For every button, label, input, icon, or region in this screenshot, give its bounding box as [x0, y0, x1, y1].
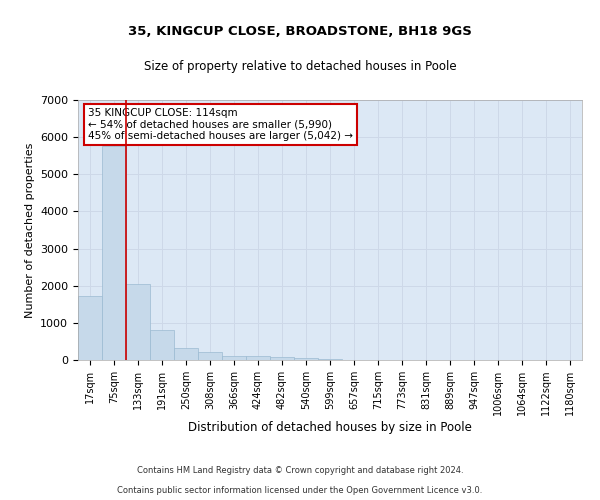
Bar: [270, 356, 294, 360]
Bar: [246, 356, 270, 360]
Bar: [294, 358, 318, 360]
Y-axis label: Number of detached properties: Number of detached properties: [25, 142, 35, 318]
Bar: [198, 352, 222, 360]
Bar: [102, 146, 126, 360]
Bar: [174, 348, 198, 360]
Bar: [222, 356, 246, 360]
Bar: [126, 284, 150, 360]
Bar: [78, 296, 102, 360]
Bar: [150, 330, 174, 360]
Text: Contains public sector information licensed under the Open Government Licence v3: Contains public sector information licen…: [118, 486, 482, 495]
Text: 35 KINGCUP CLOSE: 114sqm
← 54% of detached houses are smaller (5,990)
45% of sem: 35 KINGCUP CLOSE: 114sqm ← 54% of detach…: [88, 108, 353, 141]
X-axis label: Distribution of detached houses by size in Poole: Distribution of detached houses by size …: [188, 421, 472, 434]
Bar: [318, 359, 342, 360]
Text: 35, KINGCUP CLOSE, BROADSTONE, BH18 9GS: 35, KINGCUP CLOSE, BROADSTONE, BH18 9GS: [128, 25, 472, 38]
Text: Contains HM Land Registry data © Crown copyright and database right 2024.: Contains HM Land Registry data © Crown c…: [137, 466, 463, 475]
Text: Size of property relative to detached houses in Poole: Size of property relative to detached ho…: [143, 60, 457, 73]
